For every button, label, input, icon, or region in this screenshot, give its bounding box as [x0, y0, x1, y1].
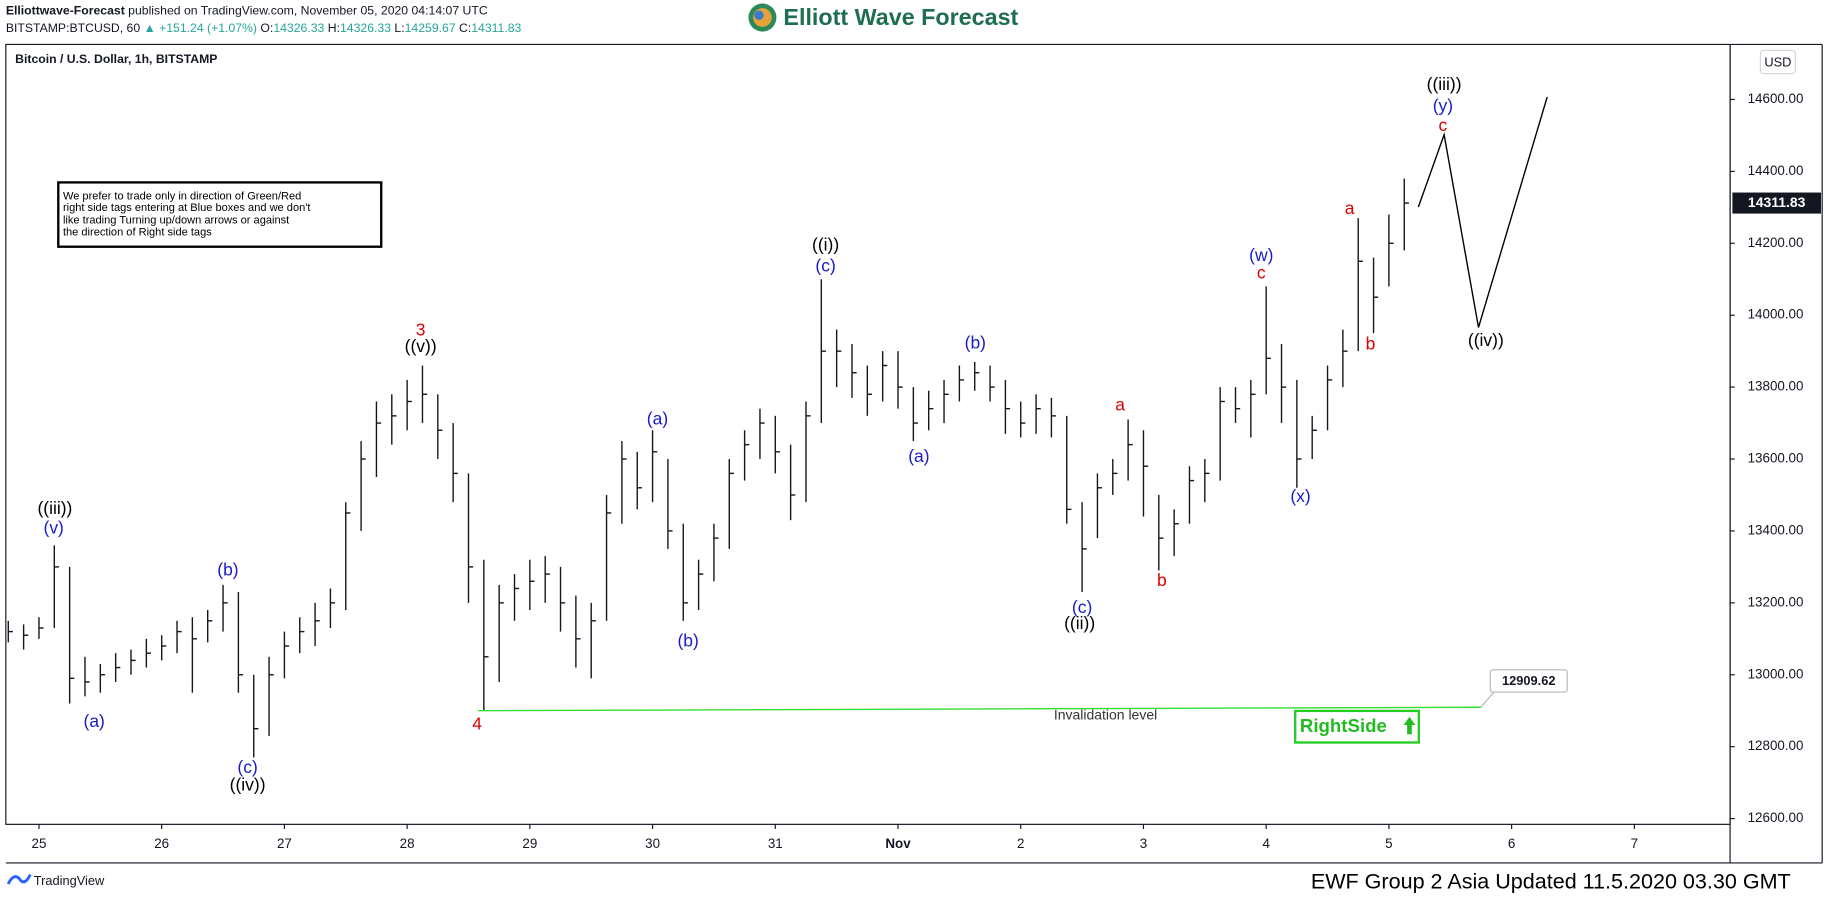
wave-label: ((iii)) [37, 498, 72, 518]
x-tick-label: 31 [768, 836, 783, 851]
x-tick-label: 28 [400, 836, 415, 851]
wave-label: ((i)) [812, 234, 839, 254]
y-tick-label: 13600.00 [1748, 451, 1804, 466]
wave-label: (a) [647, 408, 668, 428]
y-tick-label: 12600.00 [1748, 810, 1804, 825]
currency-button[interactable] [1759, 49, 1796, 75]
invalidation-connector [1480, 690, 1496, 708]
update-stamp: EWF Group 2 Asia Updated 11.5.2020 03.30… [1311, 868, 1791, 893]
wave-label: ((ii)) [1064, 613, 1095, 633]
y-tick-label: 13000.00 [1748, 666, 1804, 681]
ohlc-h-label: H: [328, 21, 340, 35]
y-tick-label: 12800.00 [1748, 738, 1804, 753]
logo-text: Elliott Wave Forecast [783, 4, 1018, 30]
wave-label: (a) [84, 711, 105, 731]
ohlc-c-value: 14311.83 [471, 21, 521, 35]
quote-line: BITSTAMP:BTCUSD, 60 ▲ +151.24 (+1.07%) O… [6, 21, 522, 35]
publish-line: Elliottwave-Forecast published on Tradin… [6, 4, 488, 18]
tradingview-brand: TradingView [6, 873, 105, 888]
wave-label: 3 [416, 320, 426, 340]
x-tick-label: 25 [32, 836, 47, 851]
wave-label: (v) [44, 517, 64, 537]
wave-label: c [1257, 262, 1266, 282]
ohlc-h-value: 14326.33 [340, 21, 391, 35]
wave-label: (c) [815, 255, 835, 275]
ohlc-l-label: L: [394, 21, 404, 35]
tv-text: TradingView [34, 873, 105, 888]
badge-box [1294, 709, 1420, 744]
invalidation-value: 12909.62 [1502, 673, 1555, 688]
note-line: We prefer to trade only in direction of … [63, 190, 301, 202]
ohlc-o-value: 14326.33 [273, 21, 324, 35]
x-tick-label: 30 [645, 836, 660, 851]
symbol: BITSTAMP:BTCUSD, 60 [6, 21, 141, 35]
wave-label: (x) [1290, 486, 1310, 506]
wave-label: (w) [1249, 245, 1273, 265]
rightside-badge: RightSide [1294, 709, 1420, 744]
tv-icon [6, 873, 32, 885]
x-tick-label: 3 [1140, 836, 1147, 851]
y-tick-label: 13200.00 [1748, 594, 1804, 609]
x-tick-label: Nov [885, 836, 911, 851]
chart-title: Bitcoin / U.S. Dollar, 1h, BITSTAMP [15, 52, 217, 66]
wave-label: ((iv)) [230, 774, 266, 794]
published: published on TradingView.com, November 0… [128, 4, 488, 18]
y-tick-label: 14600.00 [1748, 91, 1804, 106]
projection-path [1417, 96, 1548, 328]
y-tick-label: 13400.00 [1748, 522, 1804, 537]
x-tick-label: 6 [1508, 836, 1515, 851]
wave-label: (c) [1072, 597, 1092, 617]
wave-label: a [1115, 394, 1125, 414]
wave-label: ((v)) [405, 336, 437, 356]
note-line: like trading Turning up/down arrows or a… [63, 214, 289, 226]
note-box [57, 181, 383, 248]
invalidation-value-box [1489, 669, 1568, 693]
ohlc-o-label: O: [260, 21, 273, 35]
y-tick-label: 14400.00 [1748, 163, 1804, 178]
wave-label: (b) [677, 631, 698, 651]
logo-icon-core [754, 10, 764, 20]
badge-arrow [1403, 716, 1416, 735]
y-tick-label: 14000.00 [1748, 307, 1804, 322]
logo: Elliott Wave Forecast [748, 3, 1019, 32]
wave-label: (b) [965, 333, 986, 353]
publisher: Elliottwave-Forecast [6, 4, 125, 18]
wave-label: c [1439, 115, 1448, 135]
wave-label: ((iii)) [1427, 74, 1462, 94]
x-tick-label: 27 [277, 836, 292, 851]
wave-label: 4 [472, 714, 482, 734]
y-tick-label: 14200.00 [1748, 235, 1804, 250]
note-line: the direction of Right side tags [63, 227, 212, 239]
invalidation-line [478, 706, 1481, 712]
x-tick-label: 5 [1385, 836, 1392, 851]
wave-label: a [1345, 198, 1355, 218]
x-tick-label: 7 [1631, 836, 1638, 851]
wave-label: b [1366, 334, 1376, 354]
wave-label: (a) [908, 446, 929, 466]
currency-label: USD [1764, 55, 1791, 70]
ohlc-l-value: 14259.67 [405, 21, 456, 35]
wave-label: (b) [217, 559, 238, 579]
last-price-label: 14311.83 [1748, 194, 1806, 210]
last-price-tag [1732, 192, 1822, 214]
wave-label: (c) [237, 757, 257, 777]
wave-label: ((iv)) [1468, 330, 1504, 350]
ohlc-c-label: C: [459, 21, 471, 35]
y-tick-label: 13800.00 [1748, 379, 1804, 394]
x-tick-label: 4 [1262, 836, 1270, 851]
wave-label: b [1157, 570, 1167, 590]
change: ▲ +151.24 (+1.07%) [144, 21, 257, 35]
plot-area [7, 178, 1409, 758]
x-tick-label: 29 [522, 836, 537, 851]
wave-label: (y) [1433, 95, 1453, 115]
invalidation-label: Invalidation level [1054, 707, 1157, 723]
x-tick-label: 26 [154, 836, 169, 851]
note-line: right side tags entering at Blue boxes a… [63, 202, 310, 214]
x-tick-label: 2 [1017, 836, 1024, 851]
badge-text: RightSide [1300, 715, 1387, 736]
